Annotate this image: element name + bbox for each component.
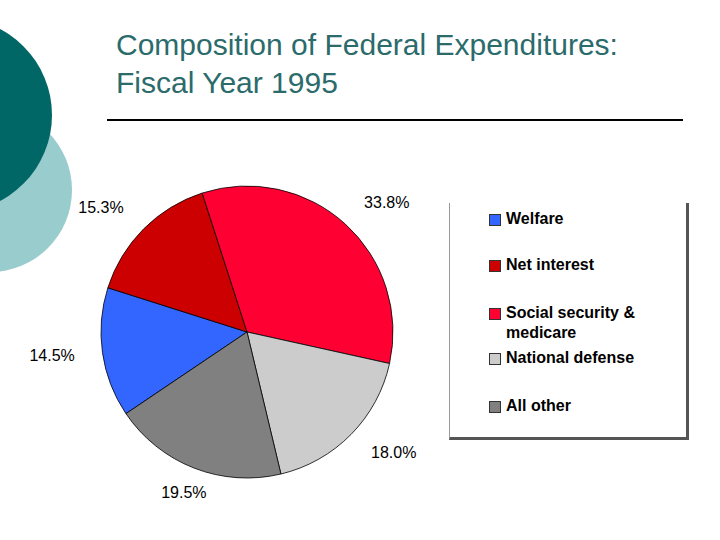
legend-label: All other: [506, 396, 674, 416]
legend-swatch: [489, 353, 501, 365]
data-label: 15.3%: [78, 199, 123, 216]
legend-label: Welfare: [506, 209, 674, 229]
legend-item: National defense: [489, 348, 674, 368]
legend-swatch: [489, 260, 501, 272]
legend-label: National defense: [506, 348, 674, 368]
slide: Composition of Federal Expenditures: Fis…: [0, 0, 720, 540]
data-label: 33.8%: [364, 194, 409, 211]
legend-swatch: [489, 401, 501, 413]
legend-item: Social security & medicare: [489, 303, 674, 343]
legend-swatch: [489, 308, 501, 320]
legend-item: Welfare: [489, 209, 674, 229]
legend-label: Social security & medicare: [506, 303, 674, 343]
data-label: 14.5%: [29, 347, 74, 364]
slice: [126, 332, 281, 478]
title-rule: [107, 119, 683, 121]
legend: Welfare Net interest Social security & med…: [449, 203, 689, 440]
legend-item: Net interest: [489, 255, 674, 275]
deco-circle-dark: [0, 18, 52, 212]
legend-item: All other: [489, 396, 674, 416]
data-label: 19.5%: [161, 484, 206, 501]
data-labels: 14.5% 15.3% 33.8% 18.0% 19.5%: [29, 194, 416, 502]
title: Composition of Federal Expenditures: Fis…: [116, 26, 646, 102]
slice: [202, 186, 393, 364]
data-label: 18.0%: [371, 444, 416, 461]
legend-swatch: [489, 214, 501, 226]
legend-label: Net interest: [506, 255, 674, 275]
slices: [101, 186, 393, 478]
